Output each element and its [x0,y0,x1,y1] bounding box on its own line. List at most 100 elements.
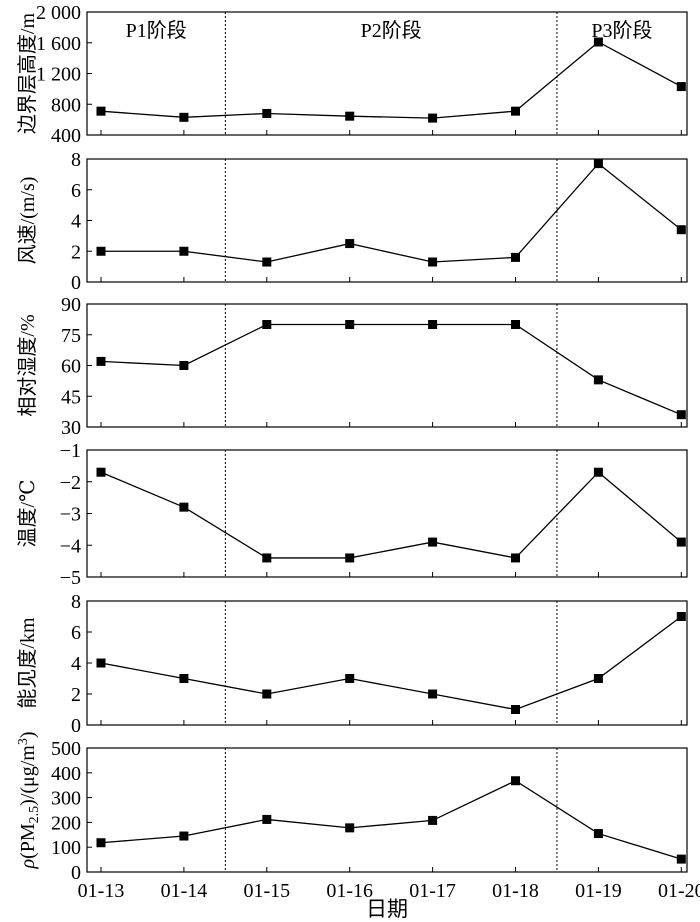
x-tick-label: 01-19 [575,880,622,902]
data-point-pm25 [345,823,355,833]
data-point-blh [511,106,520,116]
y-tick-label: −1 [60,440,81,462]
y-tick-label: 4 [71,653,81,675]
y-tick-label: −4 [60,535,81,557]
y-tick-label: 8 [71,591,81,613]
panel-frame-vis [86,600,688,726]
y-tick-label: 800 [51,94,81,116]
y-tick-label: 0 [71,272,81,294]
data-point-wind [676,225,686,235]
data-point-vis [345,674,355,683]
y-tick-label: 2 [71,241,81,263]
series-line-pm25 [100,779,682,860]
y-tick-label: 6 [71,180,81,202]
x-axis-label: 日期 [366,897,408,921]
y-tick-label: 60 [61,356,81,378]
data-point-rh [676,410,686,420]
data-point-wind [179,246,189,256]
y-tick-label: 200 [51,812,81,834]
data-point-blh [593,37,603,47]
x-tick-label: 01-14 [161,880,208,902]
x-tick-label: 01-16 [326,880,373,902]
y-tick-label: 0 [71,862,81,884]
data-point-wind [345,239,355,249]
data-point-pm25 [428,815,438,825]
series-line-temp [100,471,682,559]
y-tick-label: −5 [60,567,81,589]
data-point-vis [676,612,686,621]
y-tick-label: −3 [60,504,81,526]
data-point-temp [593,467,603,477]
y-tick-label: 8 [71,149,81,171]
data-point-wind [262,257,272,267]
y-tick-label: 1 600 [36,33,81,55]
x-tick-label: 01-15 [243,880,290,902]
y-tick-label: 75 [61,325,81,347]
x-tick-label: 01-13 [78,880,125,902]
y-tick-label: 100 [51,837,81,859]
phase-label-p3: P3阶段 [591,19,652,42]
phase-label-p2: P2阶段 [361,19,422,42]
y-tick-label: 300 [51,788,81,810]
x-tick-label: 01-17 [409,880,456,902]
data-point-temp [345,553,355,563]
y-axis-label-blh: 边界层高度/m [16,13,39,135]
data-point-temp [511,553,520,563]
y-tick-label: 30 [61,417,81,439]
data-point-vis [262,689,272,699]
data-point-wind [511,252,520,262]
data-point-vis [511,705,520,714]
y-tick-label: 4 [71,211,81,233]
y-tick-label: 500 [51,738,81,760]
y-axis-label-vis: 能见度/km [16,617,39,709]
data-point-blh [262,108,272,118]
y-tick-label: 1 200 [36,64,81,86]
series-line-rh [100,323,682,416]
data-point-vis [428,689,438,699]
series-line-wind [101,162,682,263]
data-point-temp [262,553,272,563]
phase-label-p1: P1阶段 [126,19,187,42]
panel-frame-pm25 [86,747,688,873]
y-tick-label: 400 [51,763,81,785]
data-point-temp [428,537,438,547]
data-point-pm25 [262,814,272,824]
data-point-wind [593,159,603,169]
data-point-blh [345,111,355,121]
y-axis-label-rh: 相对湿度/% [16,314,39,416]
y-tick-label: 90 [61,294,81,316]
data-point-rh [345,320,355,329]
data-point-rh [428,320,438,329]
data-point-pm25 [179,831,189,841]
data-point-blh [428,113,438,123]
data-point-wind [428,257,438,267]
data-point-rh [96,356,106,366]
y-tick-label: 6 [71,622,81,644]
x-tick-label: 01-18 [492,880,539,902]
data-point-vis [179,674,189,683]
data-point-pm25 [511,776,520,786]
y-tick-label: 0 [71,715,81,737]
y-tick-label: 45 [61,386,81,408]
data-point-vis [593,674,603,683]
data-point-temp [96,467,106,477]
data-point-rh [262,320,272,329]
y-axis-label-temp: 温度/℃ [16,480,39,548]
y-tick-label: 2 [71,684,81,706]
panel-frame-wind [86,158,688,283]
data-point-blh [676,82,686,92]
data-point-vis [96,658,106,668]
data-point-pm25 [96,838,106,848]
data-point-wind [96,246,106,256]
data-point-pm25 [593,829,603,839]
y-tick-label: 2 000 [36,2,81,24]
data-point-blh [179,112,189,122]
data-point-blh [96,106,106,116]
data-point-pm25 [676,854,686,864]
series-line-vis [100,615,682,711]
data-point-rh [179,361,189,370]
y-axis-label-wind: 风速/(m/s) [16,177,39,265]
series-line-blh [100,41,682,119]
y-axis-label-pm25: ρ(PM2.5)/(μg/m3) [16,731,42,869]
